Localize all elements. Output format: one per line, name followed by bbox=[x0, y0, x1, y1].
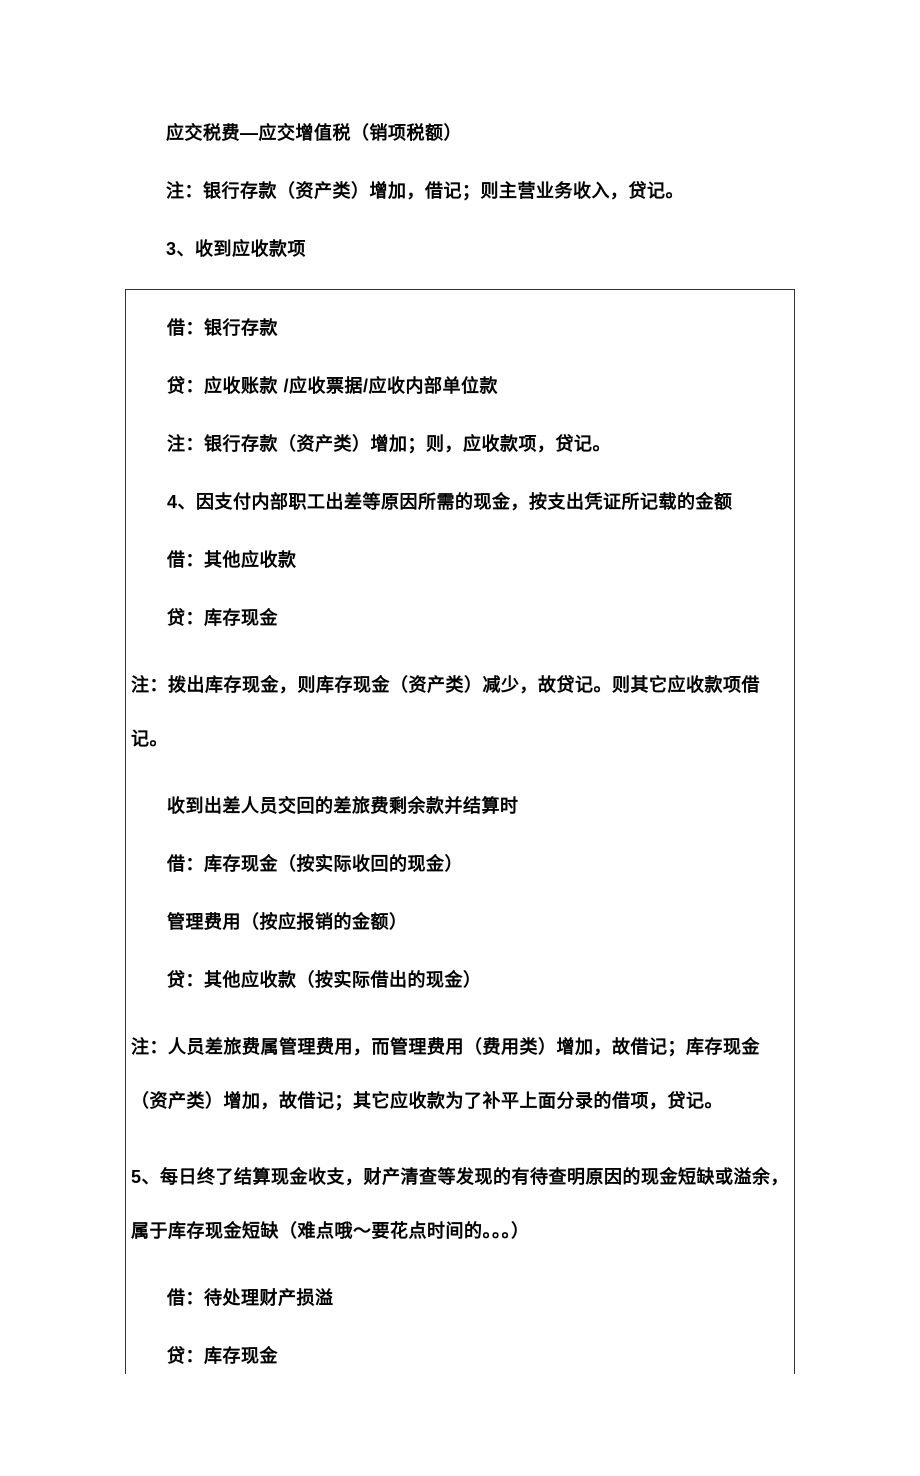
paragraph-line: 贷：库存现金 bbox=[131, 1338, 789, 1374]
inner-content: 借：银行存款 贷：应收账款 /应收票据/应收内部单位款 注：银行存款（资产类）增… bbox=[126, 310, 794, 1374]
paragraph-line: 4、因支付内部职工出差等原因所需的现金，按支出凭证所记载的金额 bbox=[131, 484, 789, 520]
paragraph-line: 借：其他应收款 bbox=[131, 542, 789, 578]
paragraph-text: 注：人员差旅费属管理费用，而管理费用（费用类）增加，故借记；库存现金（资产类）增… bbox=[131, 1037, 760, 1111]
document-page: 应交税费—应交增值税（销项税额） 注：银行存款（资产类）增加，借记；则主营业务收… bbox=[0, 0, 920, 1476]
paragraph-text: 5、每日终了结算现金收支，财产清查等发现的有待查明原因的现金短缺或溢余，属于库存… bbox=[131, 1167, 789, 1241]
paragraph-line: 借：待处理财产损溢 bbox=[131, 1280, 789, 1316]
paragraph-line: 借：银行存款 bbox=[131, 310, 789, 346]
paragraph-line: 应交税费—应交增值税（销项税额） bbox=[130, 115, 790, 151]
bordered-section: 借：银行存款 贷：应收账款 /应收票据/应收内部单位款 注：银行存款（资产类）增… bbox=[125, 289, 795, 1374]
paragraph-wrap: 注：拨出库存现金，则库存现金（资产类）减少，故贷记。则其它应收款项借记。 bbox=[131, 658, 789, 766]
paragraph-line: 贷：其他应收款（按实际借出的现金） bbox=[131, 962, 789, 998]
paragraph-line: 注：银行存款（资产类）增加；则，应收款项，贷记。 bbox=[131, 426, 789, 462]
paragraph-line: 收到出差人员交回的差旅费剩余款并结算时 bbox=[131, 788, 789, 824]
paragraph-line: 贷：库存现金 bbox=[131, 600, 789, 636]
paragraph-wrap: 注：人员差旅费属管理费用，而管理费用（费用类）增加，故借记；库存现金（资产类）增… bbox=[131, 1020, 789, 1128]
paragraph-line: 贷：应收账款 /应收票据/应收内部单位款 bbox=[131, 368, 789, 404]
paragraph-wrap: 5、每日终了结算现金收支，财产清查等发现的有待查明原因的现金短缺或溢余，属于库存… bbox=[131, 1150, 789, 1258]
paragraph-line: 管理费用（按应报销的金额） bbox=[131, 904, 789, 940]
paragraph-text: 注：拨出库存现金，则库存现金（资产类）减少，故贷记。则其它应收款项借记。 bbox=[131, 675, 760, 749]
paragraph-line: 注：银行存款（资产类）增加，借记；则主营业务收入，贷记。 bbox=[130, 173, 790, 209]
paragraph-line: 3、收到应收款项 bbox=[130, 231, 790, 267]
paragraph-line: 借：库存现金（按实际收回的现金） bbox=[131, 846, 789, 882]
